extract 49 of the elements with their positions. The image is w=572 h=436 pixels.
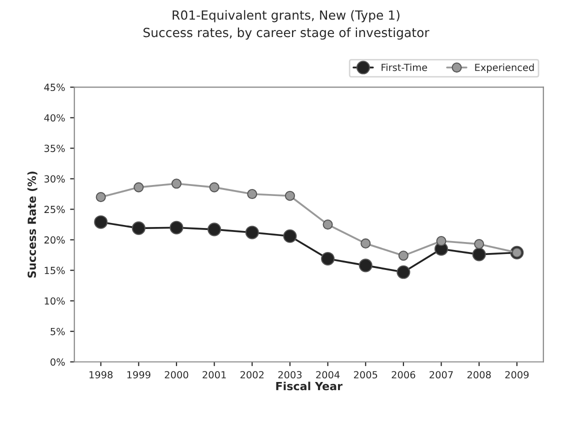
- point: [170, 220, 184, 234]
- x-tick-label: 2002: [240, 371, 264, 378]
- y-tick-label: 30%: [44, 175, 65, 183]
- point: [321, 252, 335, 266]
- x-tick-label: 2001: [202, 371, 226, 378]
- point: [398, 250, 408, 261]
- point: [472, 248, 486, 262]
- x-tick-label: 1998: [90, 371, 113, 378]
- point: [132, 221, 146, 235]
- point: [396, 265, 410, 279]
- y-tick-label: 20%: [44, 236, 65, 244]
- point: [322, 220, 333, 230]
- y-tick-label: 10%: [44, 297, 65, 305]
- x-tick-label: 2003: [278, 371, 302, 378]
- chart-title: R01-Equivalent grants, New (Type 1): [172, 10, 400, 22]
- x-tick-label: 2000: [164, 371, 188, 378]
- point: [247, 188, 258, 200]
- y-axis-title: Success Rate (%): [27, 172, 38, 278]
- y-tick-label: 40%: [44, 114, 65, 122]
- x-tick-label: 2004: [316, 371, 340, 378]
- y-tick-label: 5%: [50, 328, 65, 336]
- point: [209, 182, 220, 192]
- point: [96, 192, 106, 202]
- point: [208, 222, 222, 236]
- y-tick-label: 35%: [44, 144, 65, 152]
- point: [283, 229, 297, 243]
- y-tick-label: 25%: [44, 206, 65, 214]
- legend-label: First-Time: [382, 64, 428, 72]
- x-axis-title: Fiscal Year: [276, 382, 343, 390]
- point: [134, 182, 144, 192]
- point: [245, 226, 259, 240]
- x-tick-label: 1999: [127, 371, 150, 378]
- point: [284, 190, 295, 201]
- chart-subtitle: Success rates, by career stage of investigator: [143, 28, 430, 40]
- y-tick-label: 15%: [44, 266, 65, 274]
- point: [474, 239, 484, 250]
- legend-label: Experienced: [475, 64, 534, 73]
- y-tick-label: 0%: [50, 358, 65, 366]
- y-tick-label: 45%: [44, 84, 65, 92]
- point: [358, 258, 372, 272]
- point: [171, 178, 182, 189]
- x-tick-label: 2008: [467, 371, 491, 378]
- point: [94, 215, 108, 229]
- point: [436, 236, 446, 246]
- point: [360, 238, 371, 248]
- x-tick-label: 2006: [392, 371, 416, 378]
- x-tick-label: 2007: [430, 371, 453, 378]
- x-tick-label: 2009: [505, 371, 529, 378]
- x-tick-label: 2005: [354, 371, 378, 378]
